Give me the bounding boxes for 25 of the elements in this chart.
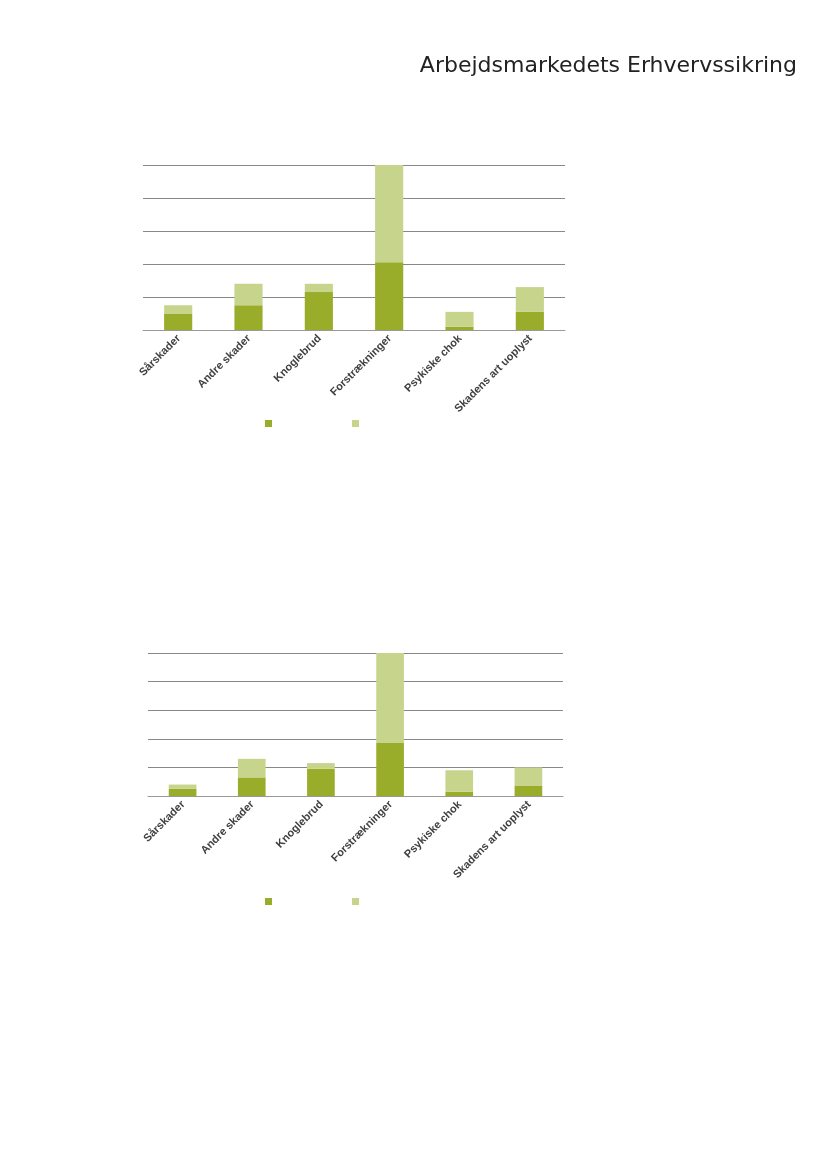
bar [237, 777, 266, 796]
bar [168, 788, 197, 796]
bar [514, 785, 543, 796]
bar [304, 283, 333, 293]
bar [445, 791, 474, 796]
bar [375, 165, 404, 263]
bar [307, 768, 335, 796]
bar [234, 283, 263, 306]
bar [445, 770, 474, 792]
bar [237, 758, 266, 778]
bar [376, 653, 404, 744]
bar [376, 743, 404, 796]
bar [164, 305, 193, 314]
bar [515, 311, 544, 330]
bar [445, 311, 474, 327]
chart-title: Arbejdsmarkedets Erhvervssikring [419, 51, 798, 77]
bar [514, 767, 543, 786]
bar [307, 763, 335, 769]
bar [445, 326, 474, 330]
bar [164, 313, 193, 330]
bar [375, 262, 404, 330]
bar [304, 292, 333, 330]
bar [168, 784, 197, 789]
bar [234, 305, 263, 330]
bar [515, 287, 544, 312]
